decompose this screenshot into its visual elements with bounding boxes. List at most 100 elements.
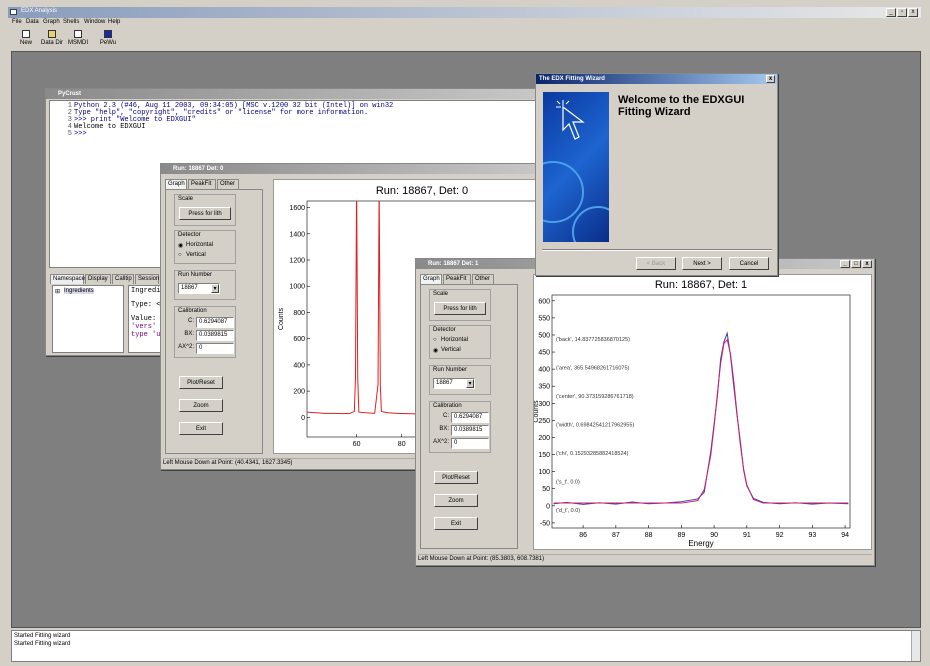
field-label: C: <box>177 318 194 324</box>
group-label: Scale <box>433 291 448 297</box>
y-tick-label: 0 <box>301 415 305 422</box>
y-tick-label: 600 <box>293 336 305 343</box>
window-button[interactable]: □ <box>851 260 861 268</box>
app-title: EDX Analysis <box>21 8 57 14</box>
menu-item[interactable]: Shells <box>63 19 79 25</box>
tab[interactable]: Other <box>472 274 494 284</box>
fit-annotation: ('chi', 0.15293285882418524) <box>556 451 629 457</box>
close-button[interactable]: x <box>908 8 918 17</box>
plot-reset-button[interactable]: Plot/Reset <box>434 471 478 484</box>
scale-button[interactable]: Press for lith <box>179 207 231 220</box>
toolbar-button[interactable]: Data Dir <box>40 28 64 49</box>
toolbar-icon <box>104 30 112 38</box>
exit-button[interactable]: Exit <box>179 422 223 435</box>
tree-expander[interactable]: ⊞ <box>55 288 60 295</box>
menu-item[interactable]: Data <box>26 19 39 25</box>
menu-item[interactable]: Help <box>108 19 120 25</box>
pycrust-title: PyCrust <box>58 91 81 97</box>
toolbar-button[interactable]: New <box>14 28 38 49</box>
radio-button[interactable]: ○ <box>178 252 182 258</box>
toolbar-label: Data Dir <box>40 40 64 46</box>
next-button[interactable]: Next > <box>682 257 722 270</box>
x-tick-label: 92 <box>776 532 784 539</box>
field-input[interactable]: 0 <box>451 438 489 449</box>
toolbar-button[interactable]: MSMDI <box>66 28 90 49</box>
exit-button[interactable]: Exit <box>434 517 478 530</box>
x-tick-label: 94 <box>841 532 849 539</box>
tab[interactable]: PeakFit <box>443 274 471 284</box>
tree-item[interactable]: Ingredients <box>64 288 94 294</box>
y-tick-label: 1200 <box>289 258 305 265</box>
radio-label: Vertical <box>441 347 461 353</box>
tab[interactable]: Graph <box>420 274 442 284</box>
tab[interactable]: Graph <box>165 179 187 189</box>
radio-label: Horizontal <box>186 242 213 248</box>
cancel-button[interactable]: Cancel <box>729 257 769 270</box>
tab[interactable]: Display <box>85 274 111 284</box>
zoom-button[interactable]: Zoom <box>179 399 223 412</box>
menu-item[interactable]: Graph <box>43 19 60 25</box>
menu-item[interactable]: Window <box>84 19 105 25</box>
y-tick-label: 1600 <box>289 205 305 212</box>
calibration-group: CalibrationC:0.6294087BX:0.0389815AX^2:0 <box>429 401 491 453</box>
y-tick-label: 150 <box>538 452 550 459</box>
tab[interactable]: Calltip <box>112 274 134 284</box>
group-label: Scale <box>178 196 193 202</box>
y-tick-label: 1000 <box>289 284 305 291</box>
tab[interactable]: Session <box>135 274 159 284</box>
radio-button[interactable]: ◉ <box>178 242 183 249</box>
group-label: Run Number <box>178 272 212 278</box>
minimize-button[interactable]: _ <box>886 8 896 17</box>
fit-annotation: ('s_t', 0.0) <box>556 480 580 486</box>
plot[interactable]: Run: 18867, Det: 1-500501001502002503003… <box>534 275 871 549</box>
wizard-close-button[interactable]: x <box>766 75 775 83</box>
toolbar-icon <box>48 30 56 38</box>
field-label: BX: <box>177 331 194 337</box>
code-line: >>> <box>74 131 87 138</box>
window-button[interactable]: x <box>862 260 872 268</box>
y-axis-label: Counts <box>278 307 285 330</box>
y-tick-label: 550 <box>538 315 550 322</box>
field-input[interactable]: 0 <box>196 343 234 354</box>
y-tick-label: 500 <box>538 332 550 339</box>
radio-button[interactable]: ◉ <box>433 347 438 354</box>
x-tick-label: 93 <box>808 532 816 539</box>
plot-reset-button[interactable]: Plot/Reset <box>179 376 223 389</box>
scale-group: Scale Press for lith <box>429 289 491 321</box>
log-scrollbar[interactable] <box>911 631 920 661</box>
tab[interactable]: PeakFit <box>188 179 216 189</box>
y-tick-label: 800 <box>293 310 305 317</box>
detail-line: type 'u <box>131 332 160 339</box>
menu-item[interactable]: File <box>12 19 22 25</box>
combo-arrow[interactable]: ▾ <box>466 379 474 388</box>
field-input[interactable]: 0.6294087 <box>196 317 234 328</box>
run-title-bar: Run: 18867 Det: 0 <box>161 164 544 174</box>
radio-label: Horizontal <box>441 337 468 343</box>
run-title: Run: 18867 Det: 1 <box>428 261 478 267</box>
radio-button[interactable]: ○ <box>433 337 437 343</box>
scale-group: Scale Press for lith <box>174 194 236 226</box>
toolbar-button[interactable]: PeWu <box>96 28 120 49</box>
data-line <box>554 333 849 504</box>
field-input[interactable]: 0.0389815 <box>451 425 489 436</box>
combo-arrow[interactable]: ▾ <box>211 284 219 293</box>
window-button[interactable]: _ <box>840 260 850 268</box>
sparkle <box>556 100 569 107</box>
x-tick-label: 80 <box>398 441 406 448</box>
group-label: Detector <box>433 327 456 333</box>
log-line: Started Fitting wizard <box>14 633 70 639</box>
field-input[interactable]: 0.0389815 <box>196 330 234 341</box>
plot-title: Run: 18867, Det: 0 <box>376 185 468 197</box>
tab[interactable]: Namespace <box>50 274 84 284</box>
scale-button[interactable]: Press for lith <box>434 302 486 315</box>
globe <box>573 207 609 242</box>
back-button[interactable]: < Back <box>636 257 676 270</box>
zoom-button[interactable]: Zoom <box>434 494 478 507</box>
toolbar-label: PeWu <box>96 40 120 46</box>
tab[interactable]: Other <box>217 179 239 189</box>
detector-group: Detector ○ Horizontal◉Vertical <box>429 325 491 359</box>
x-tick-label: 87 <box>612 532 620 539</box>
field-input[interactable]: 0.6294087 <box>451 412 489 423</box>
maximize-button[interactable]: ▫ <box>897 8 907 17</box>
